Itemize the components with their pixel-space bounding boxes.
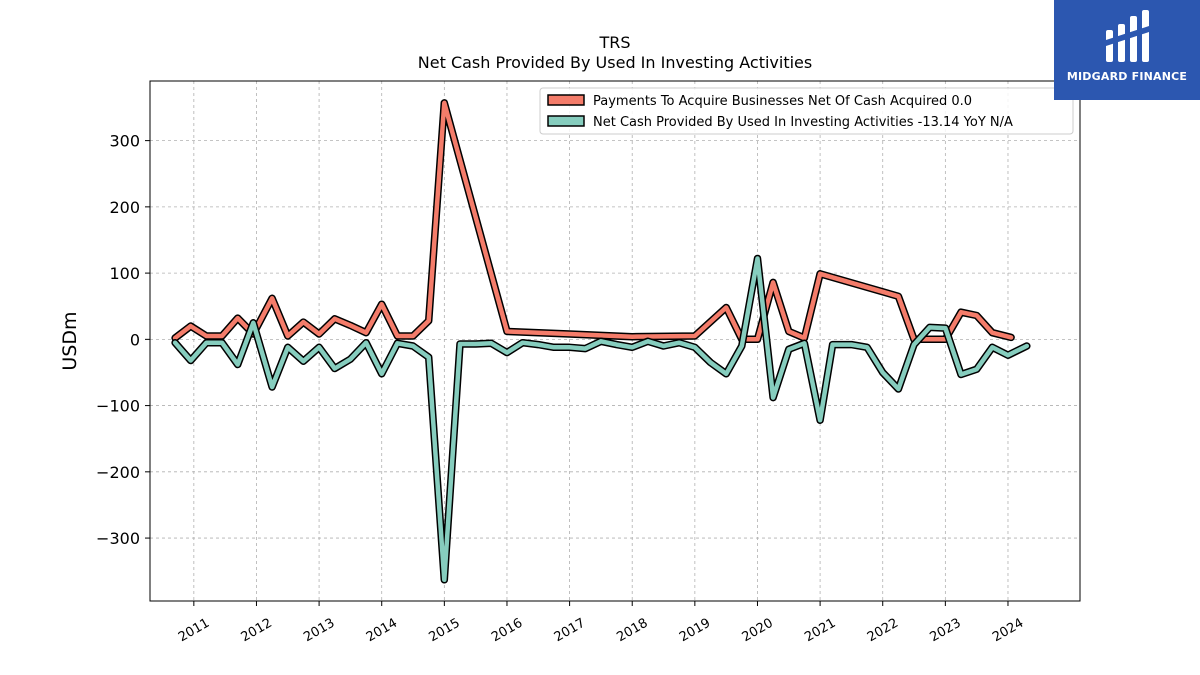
y-tick-label: −300 — [96, 529, 140, 548]
plot-frame — [149, 80, 1081, 602]
x-tick-label: 2020 — [740, 616, 776, 646]
x-tick-label: 2022 — [865, 616, 901, 646]
midgard-logo-icon — [1106, 10, 1149, 62]
y-tick-label: 200 — [109, 198, 140, 217]
x-tick-label: 2021 — [802, 616, 838, 646]
x-tick-label: 2018 — [614, 616, 650, 646]
y-tick-label: 0 — [130, 330, 140, 349]
legend-swatch — [547, 94, 585, 106]
y-axis: −300 −200 −100 0 100 200 300 — [96, 132, 150, 548]
y-tick-label: −200 — [96, 463, 140, 482]
legend-swatch — [547, 115, 585, 127]
x-tick-label: 2012 — [239, 616, 275, 646]
legend-box — [539, 87, 1074, 135]
x-tick-label: 2024 — [990, 616, 1026, 646]
x-tick-label: 2019 — [677, 616, 713, 646]
y-tick-label: −100 — [96, 397, 140, 416]
x-tick-label: 2017 — [552, 616, 588, 646]
series-layer — [171, 99, 1031, 584]
midgard-finance-logo: MIDGARD FINANCE — [1054, 0, 1200, 100]
x-tick-label: 2014 — [364, 616, 400, 646]
chart-title: TRS Net Cash Provided By Used In Investi… — [418, 33, 812, 72]
x-tick-label: 2013 — [301, 616, 337, 646]
series-line-2 — [172, 256, 1030, 583]
y-tick-label: 100 — [109, 264, 140, 283]
logo-text: MIDGARD FINANCE — [1066, 70, 1188, 83]
series-line-outline-1 — [171, 99, 1015, 344]
legend-label: Net Cash Provided By Used In Investing A… — [593, 115, 1013, 130]
legend: Payments To Acquire Businesses Net Of Ca… — [539, 87, 1074, 135]
x-tick-label: 2015 — [427, 616, 463, 646]
y-tick-label: 300 — [109, 132, 140, 151]
chart-title-line1: TRS — [598, 33, 630, 52]
x-tick-label: 2016 — [489, 616, 525, 646]
y-axis-label: USDm — [59, 311, 81, 370]
x-tick-label: 2011 — [176, 616, 212, 646]
legend-label: Payments To Acquire Businesses Net Of Ca… — [593, 94, 972, 109]
chart-title-line2: Net Cash Provided By Used In Investing A… — [418, 53, 812, 72]
x-tick-label: 2023 — [928, 616, 964, 646]
series-line-1 — [172, 100, 1014, 342]
x-axis: 2011 2012 2013 2014 2015 2016 2017 2018 2019 2020… — [176, 601, 1026, 645]
